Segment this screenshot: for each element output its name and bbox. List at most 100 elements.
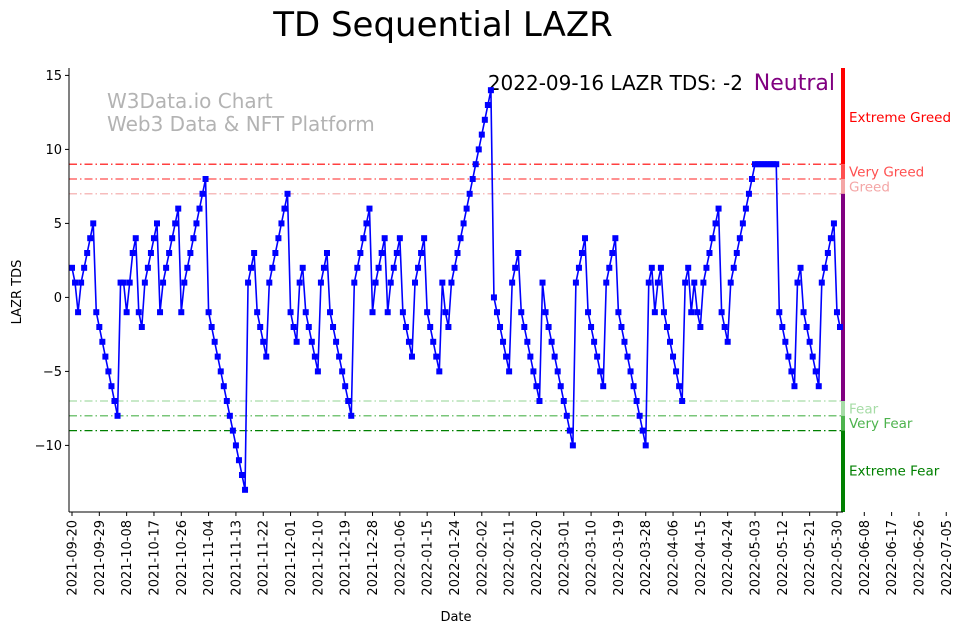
zone-segment-4 [841,401,845,416]
data-point [609,250,616,256]
data-point [418,250,425,256]
data-point [272,250,279,256]
data-point [606,264,613,271]
data-point [393,250,400,256]
data-point [220,383,227,390]
data-point [339,368,346,375]
data-point [305,324,312,330]
data-point [758,161,765,168]
data-point [767,161,774,168]
data-point [281,205,288,212]
data-point [415,264,422,271]
data-point [773,161,780,168]
data-point [815,383,822,390]
data-point [454,250,461,256]
data-point [572,279,579,286]
data-point [512,264,519,271]
data-point [354,264,361,271]
data-point [433,353,440,360]
data-point [108,383,115,390]
data-point [618,324,625,330]
data-point [348,412,355,419]
data-point [202,176,209,182]
data-point [299,264,306,271]
data-point [387,279,394,286]
data-point [663,324,670,330]
data-point [585,309,592,316]
x-tick-label: 2021-12-19 [339,520,354,596]
data-point [184,264,191,271]
data-point [755,161,762,168]
data-point [691,279,698,286]
data-point [320,264,327,271]
data-point [776,309,783,316]
data-point [779,324,786,330]
data-point [235,457,242,464]
data-point [90,220,97,227]
x-tick-label: 2022-07-05 [940,520,955,596]
x-tick-label: 2022-04-24 [721,520,736,596]
data-point [785,353,792,360]
y-tick-label: 15 [45,69,62,84]
data-point [460,220,467,227]
data-point [390,264,397,271]
data-point [563,412,570,419]
data-point [345,398,352,404]
x-tick-label: 2021-09-29 [93,520,108,596]
data-point [317,279,324,286]
data-point [126,279,133,286]
x-tick-label: 2022-05-21 [803,520,818,596]
data-point [484,102,491,108]
data-point [673,368,680,375]
data-point [266,279,273,286]
data-point [436,368,443,375]
data-point [199,190,206,197]
y-tick-label: 5 [54,217,62,232]
data-point [633,398,640,404]
data-point [575,264,582,271]
data-point [703,264,710,271]
data-point [824,250,831,256]
data-point [360,235,367,242]
y-tick-label: 10 [45,143,62,158]
data-point [427,324,434,330]
data-point [830,220,837,227]
series-line [71,90,841,490]
data-point [163,264,170,271]
tds-series [69,87,843,493]
data-point [399,309,406,316]
x-tick-label: 2022-01-06 [393,520,408,596]
data-point [657,264,664,271]
data-point [578,250,585,256]
data-point [557,383,564,390]
data-point [223,398,230,404]
data-point [275,235,282,242]
data-point [187,250,194,256]
data-point [582,235,589,242]
data-point [93,309,100,316]
zone-segment-1 [841,164,845,179]
data-point [290,324,297,330]
data-point [597,368,604,375]
data-point [178,309,185,316]
data-point [764,161,771,168]
zone-label-1: Very Greed [849,165,924,181]
data-point [405,338,412,345]
x-tick-label: 2022-02-11 [503,520,518,596]
data-point [797,264,804,271]
data-point [150,235,157,242]
data-point [102,353,109,360]
data-point [211,338,218,345]
data-point [615,309,622,316]
data-point [196,205,203,212]
data-point [752,161,759,168]
data-point [554,368,561,375]
data-point [205,309,212,316]
data-point [293,338,300,345]
data-point [506,368,513,375]
data-point [627,368,634,375]
x-tick-label: 2021-10-08 [120,520,135,596]
data-point [560,398,567,404]
data-point [600,383,607,390]
